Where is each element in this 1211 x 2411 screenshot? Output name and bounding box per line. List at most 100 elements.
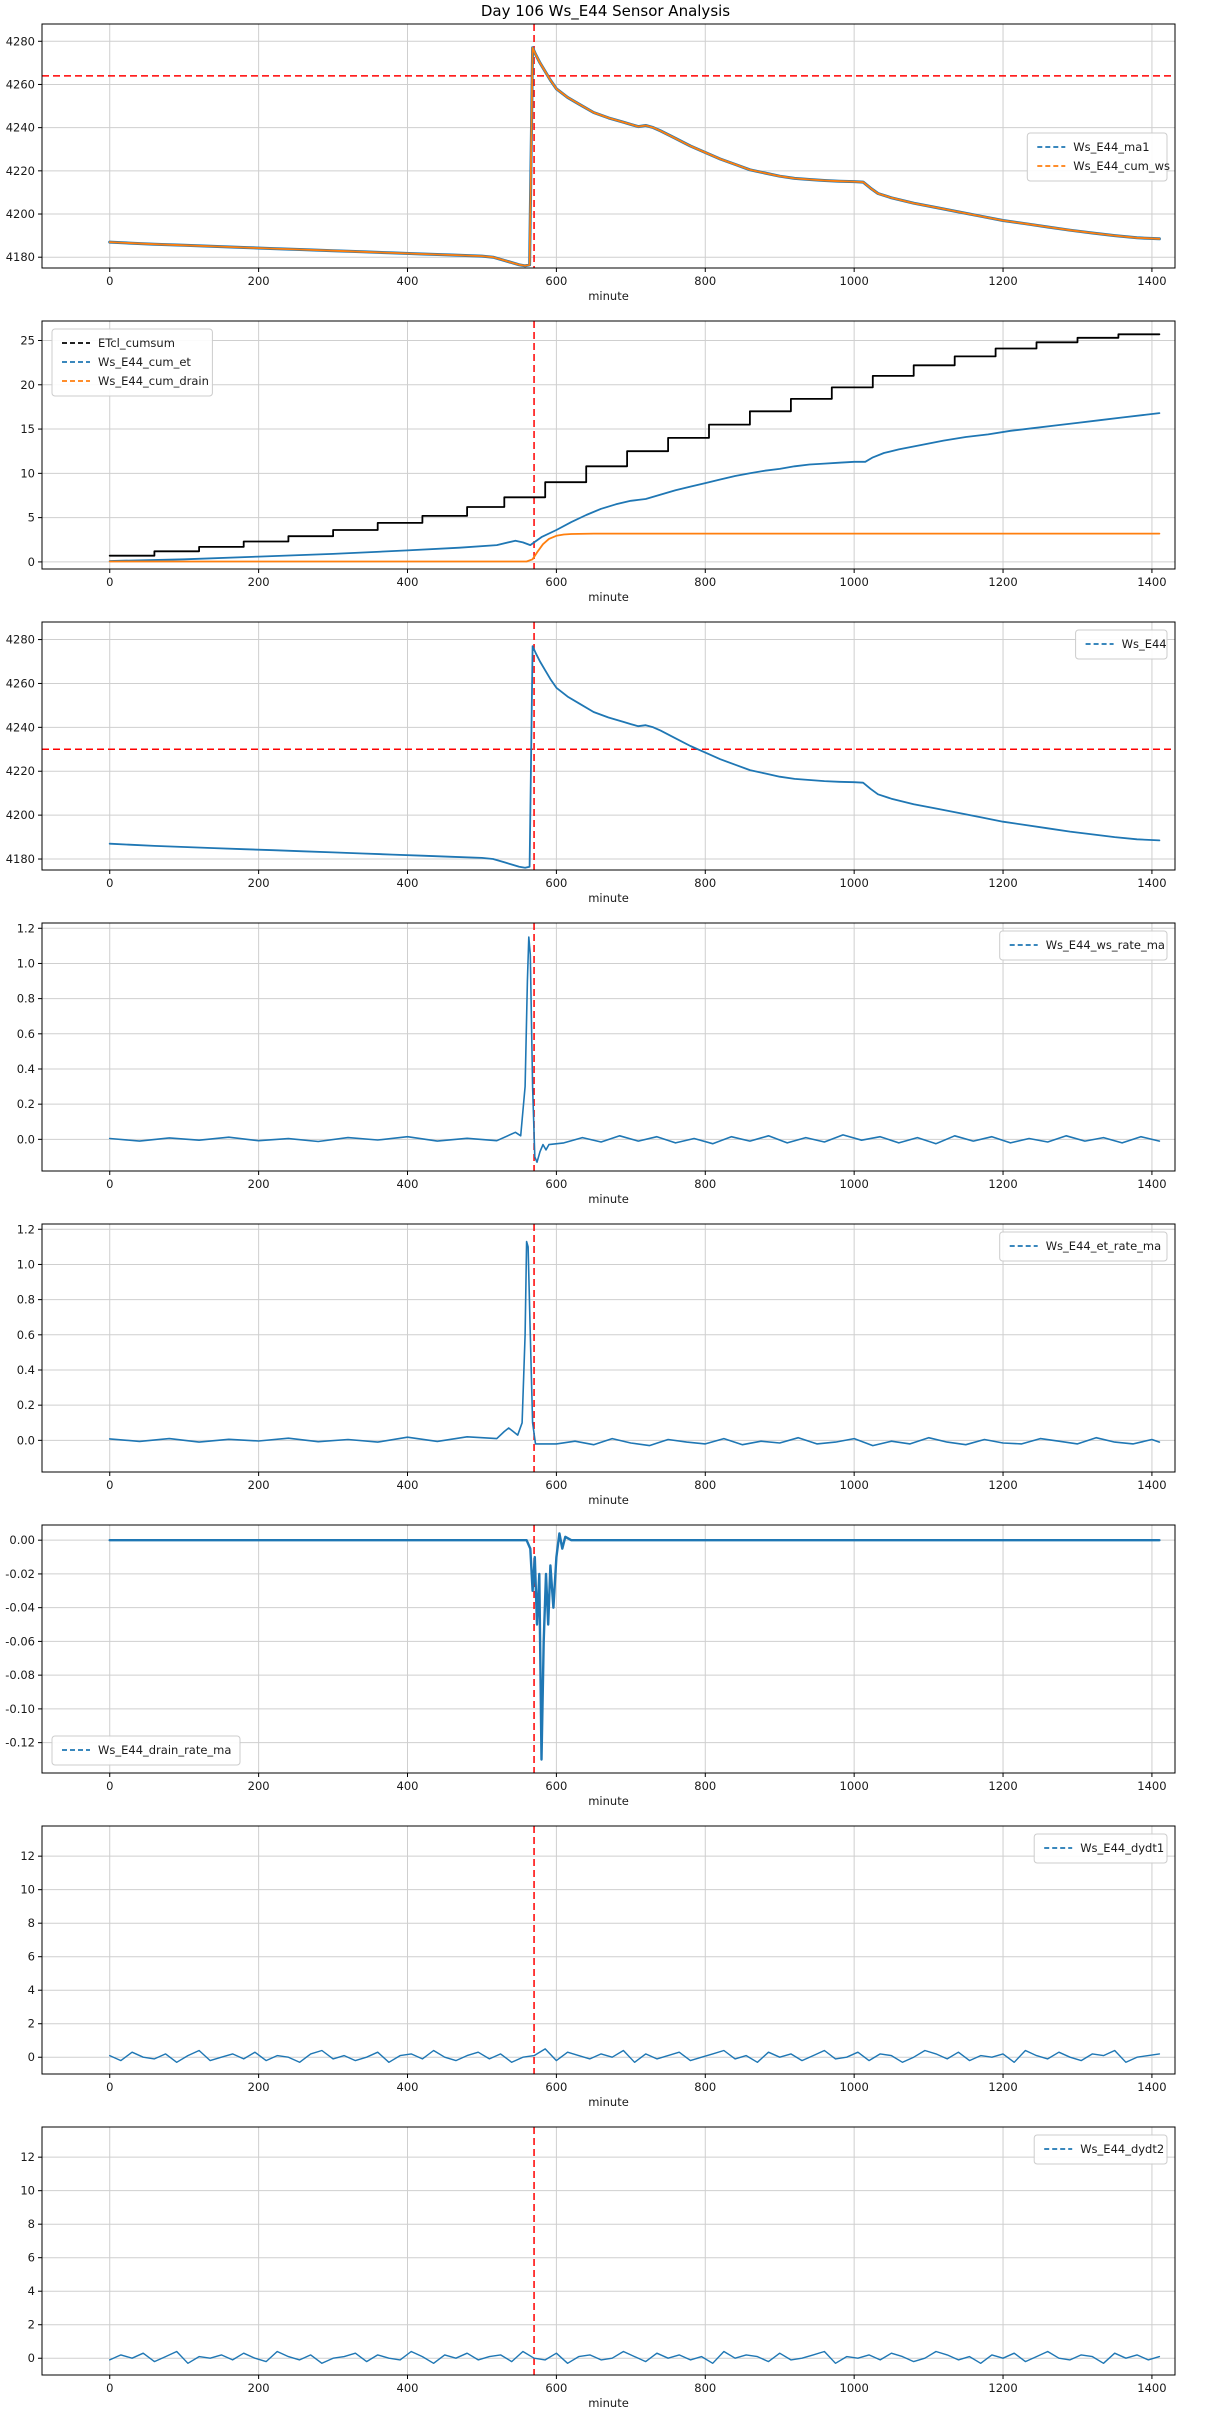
series-Ws_E44_ma1 (108, 46, 1161, 268)
svg-text:400: 400 (397, 1779, 419, 1793)
subplot-3: 0 200 400 600 800 1000 1200 1400 4180 4200 4220 424… (0, 602, 1211, 905)
svg-text:0.6: 0.6 (17, 1027, 35, 1041)
legend: Ws_E44_drain_rate_ma (51, 1735, 241, 1766)
svg-text:1400: 1400 (1137, 876, 1166, 890)
axes-frame (41, 23, 1176, 269)
svg-text:600: 600 (545, 1177, 567, 1191)
svg-text:1000: 1000 (840, 876, 869, 890)
legend-label: ETcl_cumsum (98, 336, 175, 350)
svg-text:1000: 1000 (840, 2381, 869, 2395)
svg-text:2: 2 (28, 2318, 35, 2332)
svg-text:1000: 1000 (840, 1177, 869, 1191)
svg-text:1400: 1400 (1137, 1478, 1166, 1492)
legend: ETcl_cumsum Ws_E44_cum_et Ws_E44_cum_drain (51, 328, 213, 397)
legend-label: Ws_E44_cum_et (98, 355, 191, 369)
svg-text:200: 200 (248, 1177, 270, 1191)
svg-text:4240: 4240 (6, 121, 35, 135)
axes-frame (41, 320, 1176, 570)
subplot-7: 0 200 400 600 800 1000 1200 1400 0 2 4 6 8 10 12 minute… (0, 1806, 1211, 2109)
legend: Ws_E44 (1075, 629, 1168, 660)
svg-text:1000: 1000 (840, 274, 869, 288)
svg-text:0.4: 0.4 (17, 1363, 35, 1377)
subplot-5: 0 200 400 600 800 1000 1200 1400 0.0 0.2 0.4 0.6 0.8… (0, 1204, 1211, 1507)
svg-text:0.0: 0.0 (17, 1132, 35, 1146)
legend-label: Ws_E44_dydt1 (1080, 1841, 1164, 1855)
svg-text:-0.02: -0.02 (5, 1567, 35, 1581)
x-axis-label: minute (588, 2095, 629, 2107)
series-Ws_E44 (108, 645, 1161, 869)
legend: Ws_E44_dydt1 (1033, 1833, 1168, 1864)
svg-text:800: 800 (694, 575, 716, 589)
svg-text:4: 4 (28, 1983, 35, 1997)
svg-text:1000: 1000 (840, 2080, 869, 2094)
svg-text:400: 400 (397, 1478, 419, 1492)
svg-text:800: 800 (694, 1779, 716, 1793)
svg-text:600: 600 (545, 2080, 567, 2094)
svg-text:5: 5 (28, 511, 35, 525)
subplot-svg-4: 0 200 400 600 800 1000 1200 1400 0.0 0.2 0.4 0.6 0.8… (17, 921, 1176, 1206)
svg-text:4260: 4260 (6, 676, 35, 690)
grid (42, 1826, 1175, 2074)
svg-text:200: 200 (248, 1478, 270, 1492)
svg-text:4280: 4280 (6, 633, 35, 647)
x-axis-label: minute (588, 590, 629, 602)
svg-text:10: 10 (20, 1883, 35, 1897)
svg-text:25: 25 (20, 333, 35, 347)
figure-title: Day 106 Ws_E44 Sensor Analysis (480, 2, 731, 20)
svg-text:1400: 1400 (1137, 274, 1166, 288)
svg-text:6: 6 (28, 1950, 35, 1964)
svg-text:4220: 4220 (6, 164, 35, 178)
x-axis-label: minute (588, 1794, 629, 1806)
axes-frame (41, 1825, 1176, 2075)
svg-text:4260: 4260 (6, 77, 35, 91)
svg-text:600: 600 (545, 575, 567, 589)
svg-text:1200: 1200 (988, 1177, 1017, 1191)
svg-text:0: 0 (28, 2050, 35, 2064)
svg-text:12: 12 (20, 2150, 35, 2164)
svg-text:0: 0 (106, 2381, 113, 2395)
svg-text:400: 400 (397, 274, 419, 288)
svg-text:0.2: 0.2 (17, 1398, 35, 1412)
legend-label: Ws_E44_ma1 (1073, 140, 1149, 154)
series-Ws_E44_ws_rate_ma (108, 936, 1161, 1164)
axes-frame (41, 1524, 1176, 1774)
svg-text:1000: 1000 (840, 1779, 869, 1793)
svg-text:4220: 4220 (6, 764, 35, 778)
svg-text:600: 600 (545, 274, 567, 288)
svg-text:600: 600 (545, 1779, 567, 1793)
svg-text:1200: 1200 (988, 1478, 1017, 1492)
svg-text:1200: 1200 (988, 1779, 1017, 1793)
svg-text:-0.10: -0.10 (5, 1702, 35, 1716)
series-Ws_E44_cum_et (108, 412, 1161, 562)
svg-text:4280: 4280 (6, 34, 35, 48)
svg-text:4200: 4200 (6, 808, 35, 822)
subplot-2: 0 200 400 600 800 1000 1200 1400 0 5 10 15 20 25 minut… (0, 301, 1211, 604)
svg-text:20: 20 (20, 378, 35, 392)
svg-text:4: 4 (28, 2284, 35, 2298)
axes-frame (41, 1223, 1176, 1473)
svg-text:400: 400 (397, 1177, 419, 1191)
subplot-svg-5: 0 200 400 600 800 1000 1200 1400 0.0 0.2 0.4 0.6 0.8… (17, 1222, 1176, 1507)
legend: Ws_E44_et_rate_ma (999, 1231, 1168, 1262)
grid (42, 622, 1175, 870)
svg-text:-0.12: -0.12 (5, 1736, 35, 1750)
legend: Ws_E44_dydt2 (1033, 2134, 1168, 2165)
x-axis-label: minute (588, 1493, 629, 1505)
svg-text:-0.08: -0.08 (5, 1668, 35, 1682)
svg-text:10: 10 (20, 2184, 35, 2198)
subplot-8: 0 200 400 600 800 1000 1200 1400 0 2 4 6 8 10 12 minute… (0, 2107, 1211, 2410)
svg-text:0: 0 (106, 2080, 113, 2094)
svg-text:15: 15 (20, 422, 35, 436)
subplot-svg-7: 0 200 400 600 800 1000 1200 1400 0 2 4 6 8 10 12 minute… (20, 1825, 1176, 2109)
svg-text:6: 6 (28, 2251, 35, 2265)
svg-text:0: 0 (106, 575, 113, 589)
svg-text:1.2: 1.2 (17, 921, 35, 935)
svg-text:200: 200 (248, 1779, 270, 1793)
svg-text:200: 200 (248, 575, 270, 589)
tick-labels: 0 200 400 600 800 1000 1200 1400 0 2 4 6 8 10 12 (20, 1849, 1166, 2094)
legend: Ws_E44_ma1 Ws_E44_cum_ws (1026, 132, 1170, 182)
svg-text:800: 800 (694, 2080, 716, 2094)
legend-label: Ws_E44_drain_rate_ma (98, 1743, 231, 1757)
svg-text:0.8: 0.8 (17, 1293, 35, 1307)
